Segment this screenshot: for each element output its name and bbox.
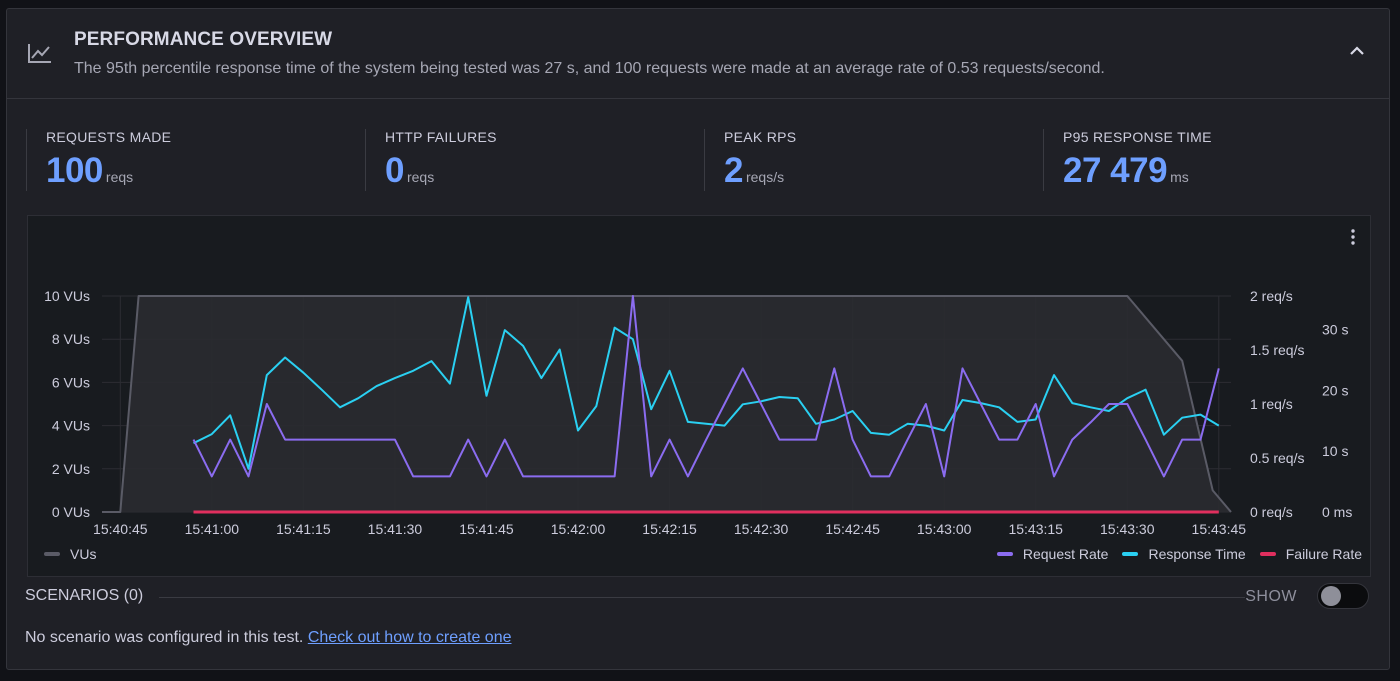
y-axis-rps-tick-label: 1 req/s (1250, 396, 1293, 412)
divider (159, 597, 1245, 598)
x-axis-tick-label: 15:43:15 (1008, 521, 1063, 536)
stat-http-failures: HTTP FAILURES 0 reqs (365, 129, 497, 191)
panel-title: PERFORMANCE OVERVIEW (74, 29, 333, 50)
y-axis-tick-label: 4 VUs (52, 418, 90, 434)
series-line-response-time (193, 296, 1220, 470)
y-axis-rps-tick-label: 1.5 req/s (1250, 342, 1304, 358)
y-axis-tick-label: 8 VUs (52, 331, 90, 347)
line-chart-icon (27, 42, 53, 69)
panel-subtitle: The 95th percentile response time of the… (74, 60, 1105, 77)
legend-label: VUs (70, 546, 97, 562)
legend-swatch (996, 552, 1013, 556)
y-axis-rps-tick-label: 0 req/s (1250, 504, 1293, 520)
y-axis-time-tick-label: 20 s (1322, 382, 1348, 398)
legend-right: Request Rate Response Time Failure Rate (983, 546, 1362, 562)
stat-unit: reqs (105, 169, 134, 185)
legend-label: Request Rate (1022, 546, 1109, 562)
legend-item-failure-rate[interactable]: Failure Rate (1259, 546, 1362, 562)
x-axis-tick-label: 15:41:30 (368, 521, 423, 536)
scenarios-title: SCENARIOS (0) (25, 587, 144, 604)
stat-label: HTTP FAILURES (385, 129, 497, 145)
y-axis-time-tick-label: 30 s (1322, 321, 1348, 337)
x-axis-tick-label: 15:41:45 (459, 521, 514, 536)
panel-header: PERFORMANCE OVERVIEW The 95th percentile… (7, 9, 1389, 99)
x-axis-tick-label: 15:42:30 (734, 521, 789, 536)
stat-p95-response-time: P95 RESPONSE TIME 27 479 ms (1043, 129, 1212, 191)
y-axis-rps-tick-label: 0.5 req/s (1250, 450, 1304, 466)
show-scenarios-toggle[interactable] (1317, 583, 1369, 609)
time-series-chart[interactable]: 0 VUs 2 VUs 4 VUs 6 VUs 8 VUs 10 VUs 0 req/s 0.… (28, 216, 1370, 536)
stat-value: 100 (46, 151, 103, 190)
legend-swatch (1122, 552, 1139, 556)
series-line-request-rate (192, 295, 1220, 478)
x-axis-tick-label: 15:42:00 (551, 521, 606, 536)
chevron-up-icon[interactable] (1349, 43, 1365, 61)
legend-item-vus[interactable]: VUs (44, 546, 96, 562)
stat-unit: reqs (406, 169, 435, 185)
x-axis-tick-label: 15:41:00 (185, 521, 240, 536)
scenarios-row: SCENARIOS (0) SHOW (25, 583, 1371, 609)
stat-label: P95 RESPONSE TIME (1063, 129, 1212, 145)
legend-swatch (1259, 552, 1276, 556)
create-scenario-link[interactable]: Check out how to create one (307, 629, 512, 646)
legend-left: VUs (44, 546, 96, 562)
y-axis-time-tick-label: 10 s (1322, 443, 1348, 459)
stat-value: 0 (385, 151, 404, 190)
y-axis-tick-label: 0 VUs (52, 504, 90, 520)
legend-item-response-time[interactable]: Response Time (1122, 546, 1246, 562)
series-line-vus (102, 295, 1232, 513)
stat-requests-made: REQUESTS MADE 100 reqs (26, 129, 171, 191)
x-axis-tick-label: 15:42:15 (642, 521, 697, 536)
performance-overview-panel: PERFORMANCE OVERVIEW The 95th percentile… (6, 8, 1390, 670)
x-axis-tick-label: 15:41:15 (276, 521, 331, 536)
series-area-vus (102, 296, 1231, 512)
x-axis-tick-label: 15:40:45 (93, 521, 148, 536)
legend-label: Failure Rate (1285, 546, 1362, 562)
stat-label: REQUESTS MADE (46, 129, 172, 145)
show-label: SHOW (1245, 588, 1297, 605)
y-axis-tick-label: 10 VUs (44, 288, 90, 304)
stat-label: PEAK RPS (724, 129, 797, 145)
toggle-knob (1321, 586, 1341, 606)
stat-unit: reqs/s (745, 169, 785, 185)
legend-swatch (44, 552, 60, 556)
stat-value: 27 479 (1063, 151, 1168, 190)
y-axis-tick-label: 6 VUs (52, 374, 90, 390)
x-axis-tick-label: 15:43:30 (1100, 521, 1155, 536)
y-axis-time-tick-label: 0 ms (1322, 504, 1352, 520)
x-axis-tick-label: 15:43:45 (1192, 521, 1247, 536)
y-axis-tick-label: 2 VUs (52, 461, 90, 477)
stat-peak-rps: PEAK RPS 2 reqs/s (704, 129, 796, 191)
kebab-menu-icon[interactable] (1350, 228, 1356, 251)
stat-unit: ms (1170, 169, 1189, 185)
legend-item-request-rate[interactable]: Request Rate (996, 546, 1109, 562)
y-axis-rps-tick-label: 2 req/s (1250, 288, 1293, 304)
chart-container: 0 VUs 2 VUs 4 VUs 6 VUs 8 VUs 10 VUs 0 req/s 0.… (27, 215, 1371, 577)
x-axis-tick-label: 15:42:45 (825, 521, 880, 536)
no-scenarios-message: No scenario was configured in this test.… (25, 629, 512, 647)
x-axis-tick-label: 15:43:00 (917, 521, 972, 536)
empty-text: No scenario was configured in this test. (25, 629, 304, 646)
stat-value: 2 (724, 151, 743, 190)
legend-label: Response Time (1148, 546, 1246, 562)
